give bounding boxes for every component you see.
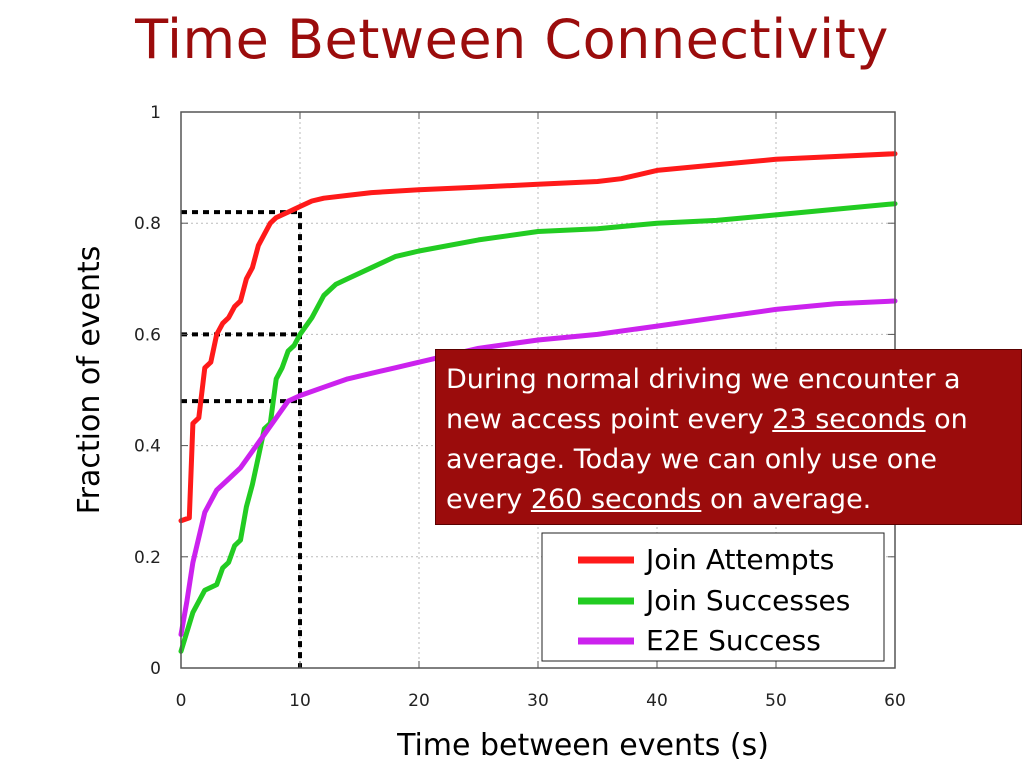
y-tick-label: 0.2 <box>134 548 161 568</box>
legend: Join Attempts Join Successes E2E Success <box>541 532 885 662</box>
x-tick-label: 60 <box>884 691 906 711</box>
series-line-e2e-success <box>178 298 898 638</box>
tick-layer: 0 10 20 30 40 50 60 0 0.2 0.4 0.6 0.8 1 <box>134 103 906 711</box>
callout-highlight-23-seconds: 23 seconds <box>772 404 926 435</box>
y-tick-label: 0 <box>150 659 161 679</box>
slide-title: Time Between Connectivity <box>135 8 889 71</box>
x-tick-label: 20 <box>408 691 430 711</box>
x-tick-label: 50 <box>765 691 787 711</box>
x-tick-label: 30 <box>527 691 549 711</box>
legend-label-join-successes: Join Successes <box>644 584 850 617</box>
x-tick-label: 0 <box>176 691 187 711</box>
y-tick-label: 0.6 <box>134 325 161 345</box>
y-tick-label: 0.8 <box>134 214 161 234</box>
x-tick-label: 40 <box>646 691 668 711</box>
callout-text-1: During normal driving we encounter a new… <box>446 364 961 435</box>
x-tick-label: 10 <box>289 691 311 711</box>
x-axis-title: Time between events (s) <box>396 728 769 763</box>
reference-lines <box>181 210 302 668</box>
callout-highlight-260-seconds: 260 seconds <box>530 484 702 515</box>
series-line-join-attempts <box>178 151 898 524</box>
legend-label-join-attempts: Join Attempts <box>644 543 834 576</box>
y-tick-label: 0.4 <box>134 437 161 457</box>
callout-box: During normal driving we encounter a new… <box>435 349 1022 525</box>
callout-text-3: on average. <box>701 484 872 515</box>
callout-text-2: on average. Today we can only use one ev… <box>446 404 968 515</box>
series-layer <box>178 151 898 654</box>
series-line-join-successes <box>178 201 898 654</box>
legend-label-e2e-success: E2E Success <box>646 624 821 657</box>
y-tick-label: 1 <box>150 103 161 123</box>
y-axis-title: Fraction of events <box>72 246 107 515</box>
